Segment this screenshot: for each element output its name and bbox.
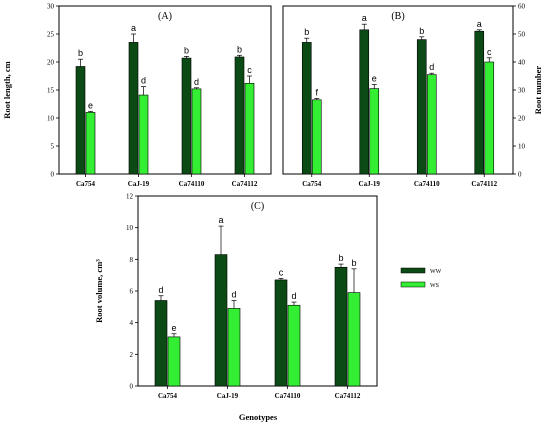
- significance-letter: b: [78, 48, 83, 58]
- x-tick-label: CaJ-19: [128, 180, 150, 188]
- legend-swatch-ws: [400, 281, 426, 288]
- y-tick-label: 30: [47, 3, 55, 11]
- bar-ww: [301, 42, 312, 175]
- bar-ww: [474, 30, 485, 175]
- significance-letter: b: [338, 253, 343, 263]
- bar-ww: [128, 42, 139, 175]
- y-tick-label: 8: [130, 256, 134, 264]
- x-tick-label: Ca74110: [414, 180, 440, 188]
- bar-ws: [311, 99, 322, 175]
- x-tick-label: Ca74112: [232, 180, 258, 188]
- bar-ws: [167, 336, 181, 387]
- bar-ww: [75, 66, 86, 175]
- panel-title: (C): [251, 201, 264, 212]
- x-tick-label: CaJ-19: [217, 392, 239, 400]
- significance-letter: a: [362, 13, 367, 23]
- significance-letter: c: [247, 65, 252, 75]
- y-tick-label: 40: [518, 59, 526, 67]
- significance-letter: c: [487, 47, 492, 57]
- y-tick-label: 5: [51, 143, 55, 151]
- y-axis-label: Root volume, cm³: [94, 259, 104, 323]
- panel-title: (A): [158, 11, 172, 22]
- y-axis-label: Root length, cm: [2, 61, 12, 118]
- x-tick-label: Ca754: [158, 392, 178, 400]
- x-tick-label: Ca754: [302, 180, 322, 188]
- legend-label-ws: WS: [430, 283, 439, 289]
- significance-letter: d: [194, 77, 199, 87]
- bar-ww: [334, 266, 348, 387]
- bar-ww: [234, 56, 245, 175]
- bar-ws: [484, 61, 495, 175]
- y-tick-label: 25: [47, 31, 55, 39]
- bar-ww: [154, 300, 168, 387]
- panel-title: (B): [391, 11, 404, 22]
- significance-letter: d: [141, 76, 146, 86]
- y-tick-label: 6: [130, 288, 134, 296]
- significance-letter: b: [351, 258, 356, 268]
- bar-ws: [227, 308, 241, 387]
- y-tick-label: 10: [518, 143, 526, 151]
- significance-letter: b: [184, 45, 189, 55]
- legend-swatch-ww: [400, 267, 426, 274]
- x-tick-label: Ca74112: [335, 392, 361, 400]
- y-axis-label: Root number: [533, 66, 543, 115]
- y-tick-label: 10: [126, 224, 134, 232]
- x-tick-label: Ca74110: [179, 180, 205, 188]
- x-tick-label: CaJ-19: [359, 180, 381, 188]
- y-tick-label: 50: [518, 31, 526, 39]
- significance-letter: b: [419, 26, 424, 36]
- significance-letter: b: [237, 44, 242, 54]
- y-tick-label: 10: [47, 115, 55, 123]
- significance-letter: d: [231, 290, 236, 300]
- significance-letter: d: [429, 62, 434, 72]
- bar-ws: [138, 94, 149, 175]
- legend: WW WS: [400, 267, 442, 289]
- bar-ws: [369, 88, 380, 175]
- panel-c-root-volume: 0 2 4 6 8 10 12 Root volume, cm³ (C) Ca754 d e CaJ-1…: [94, 193, 378, 400]
- y-tick-label: 0: [130, 383, 134, 391]
- y-tick-label: 20: [47, 59, 55, 67]
- bar-ww: [359, 29, 370, 175]
- panel-b-root-number: 0 10 20 30 40 50 60 Root number (B) Ca754 b f CaJ-19…: [282, 3, 543, 188]
- y-tick-label: 4: [130, 319, 134, 327]
- y-tick-label: 30: [518, 87, 526, 95]
- significance-letter: d: [291, 291, 296, 301]
- legend-label-ww: WW: [430, 269, 442, 275]
- bar-ws: [426, 74, 437, 175]
- bar-ww: [274, 279, 288, 387]
- y-tick-label: 0: [518, 171, 522, 179]
- y-tick-label: 15: [47, 87, 55, 95]
- y-tick-label: 20: [518, 115, 526, 123]
- y-tick-label: 2: [130, 351, 134, 359]
- x-axis-label: Genotypes: [239, 412, 278, 422]
- significance-letter: a: [131, 23, 136, 33]
- bar-ws: [287, 304, 301, 387]
- bar-ww: [181, 57, 192, 175]
- significance-letter: e: [88, 100, 93, 110]
- bar-ww: [214, 254, 228, 387]
- significance-letter: f: [315, 87, 318, 97]
- y-tick-label: 12: [126, 193, 134, 201]
- significance-letter: a: [218, 215, 223, 225]
- bar-ww: [416, 39, 427, 175]
- panel-a-root-length: 0 5 10 15 20 25 30 Root length, cm (A) Ca754 b e CaJ…: [2, 3, 272, 188]
- bar-ws: [347, 292, 361, 387]
- bar-ws: [85, 112, 96, 175]
- significance-letter: e: [372, 73, 377, 83]
- significance-letter: c: [279, 267, 284, 277]
- bar-ws: [191, 88, 202, 175]
- x-tick-label: Ca74110: [275, 392, 301, 400]
- significance-letter: e: [171, 323, 176, 333]
- x-tick-label: Ca74112: [471, 180, 497, 188]
- significance-letter: d: [158, 285, 163, 295]
- x-tick-label: Ca754: [76, 180, 96, 188]
- y-tick-label: 0: [51, 171, 55, 179]
- significance-letter: a: [477, 19, 482, 29]
- significance-letter: b: [304, 27, 309, 37]
- y-tick-label: 60: [518, 3, 526, 11]
- bar-ws: [244, 82, 255, 175]
